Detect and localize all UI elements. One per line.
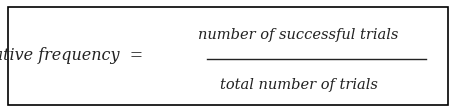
- FancyBboxPatch shape: [8, 7, 447, 105]
- Text: total number of trials: total number of trials: [219, 78, 377, 92]
- Text: number of successful trials: number of successful trials: [198, 28, 398, 42]
- Text: Relative frequency  =: Relative frequency =: [0, 47, 143, 65]
